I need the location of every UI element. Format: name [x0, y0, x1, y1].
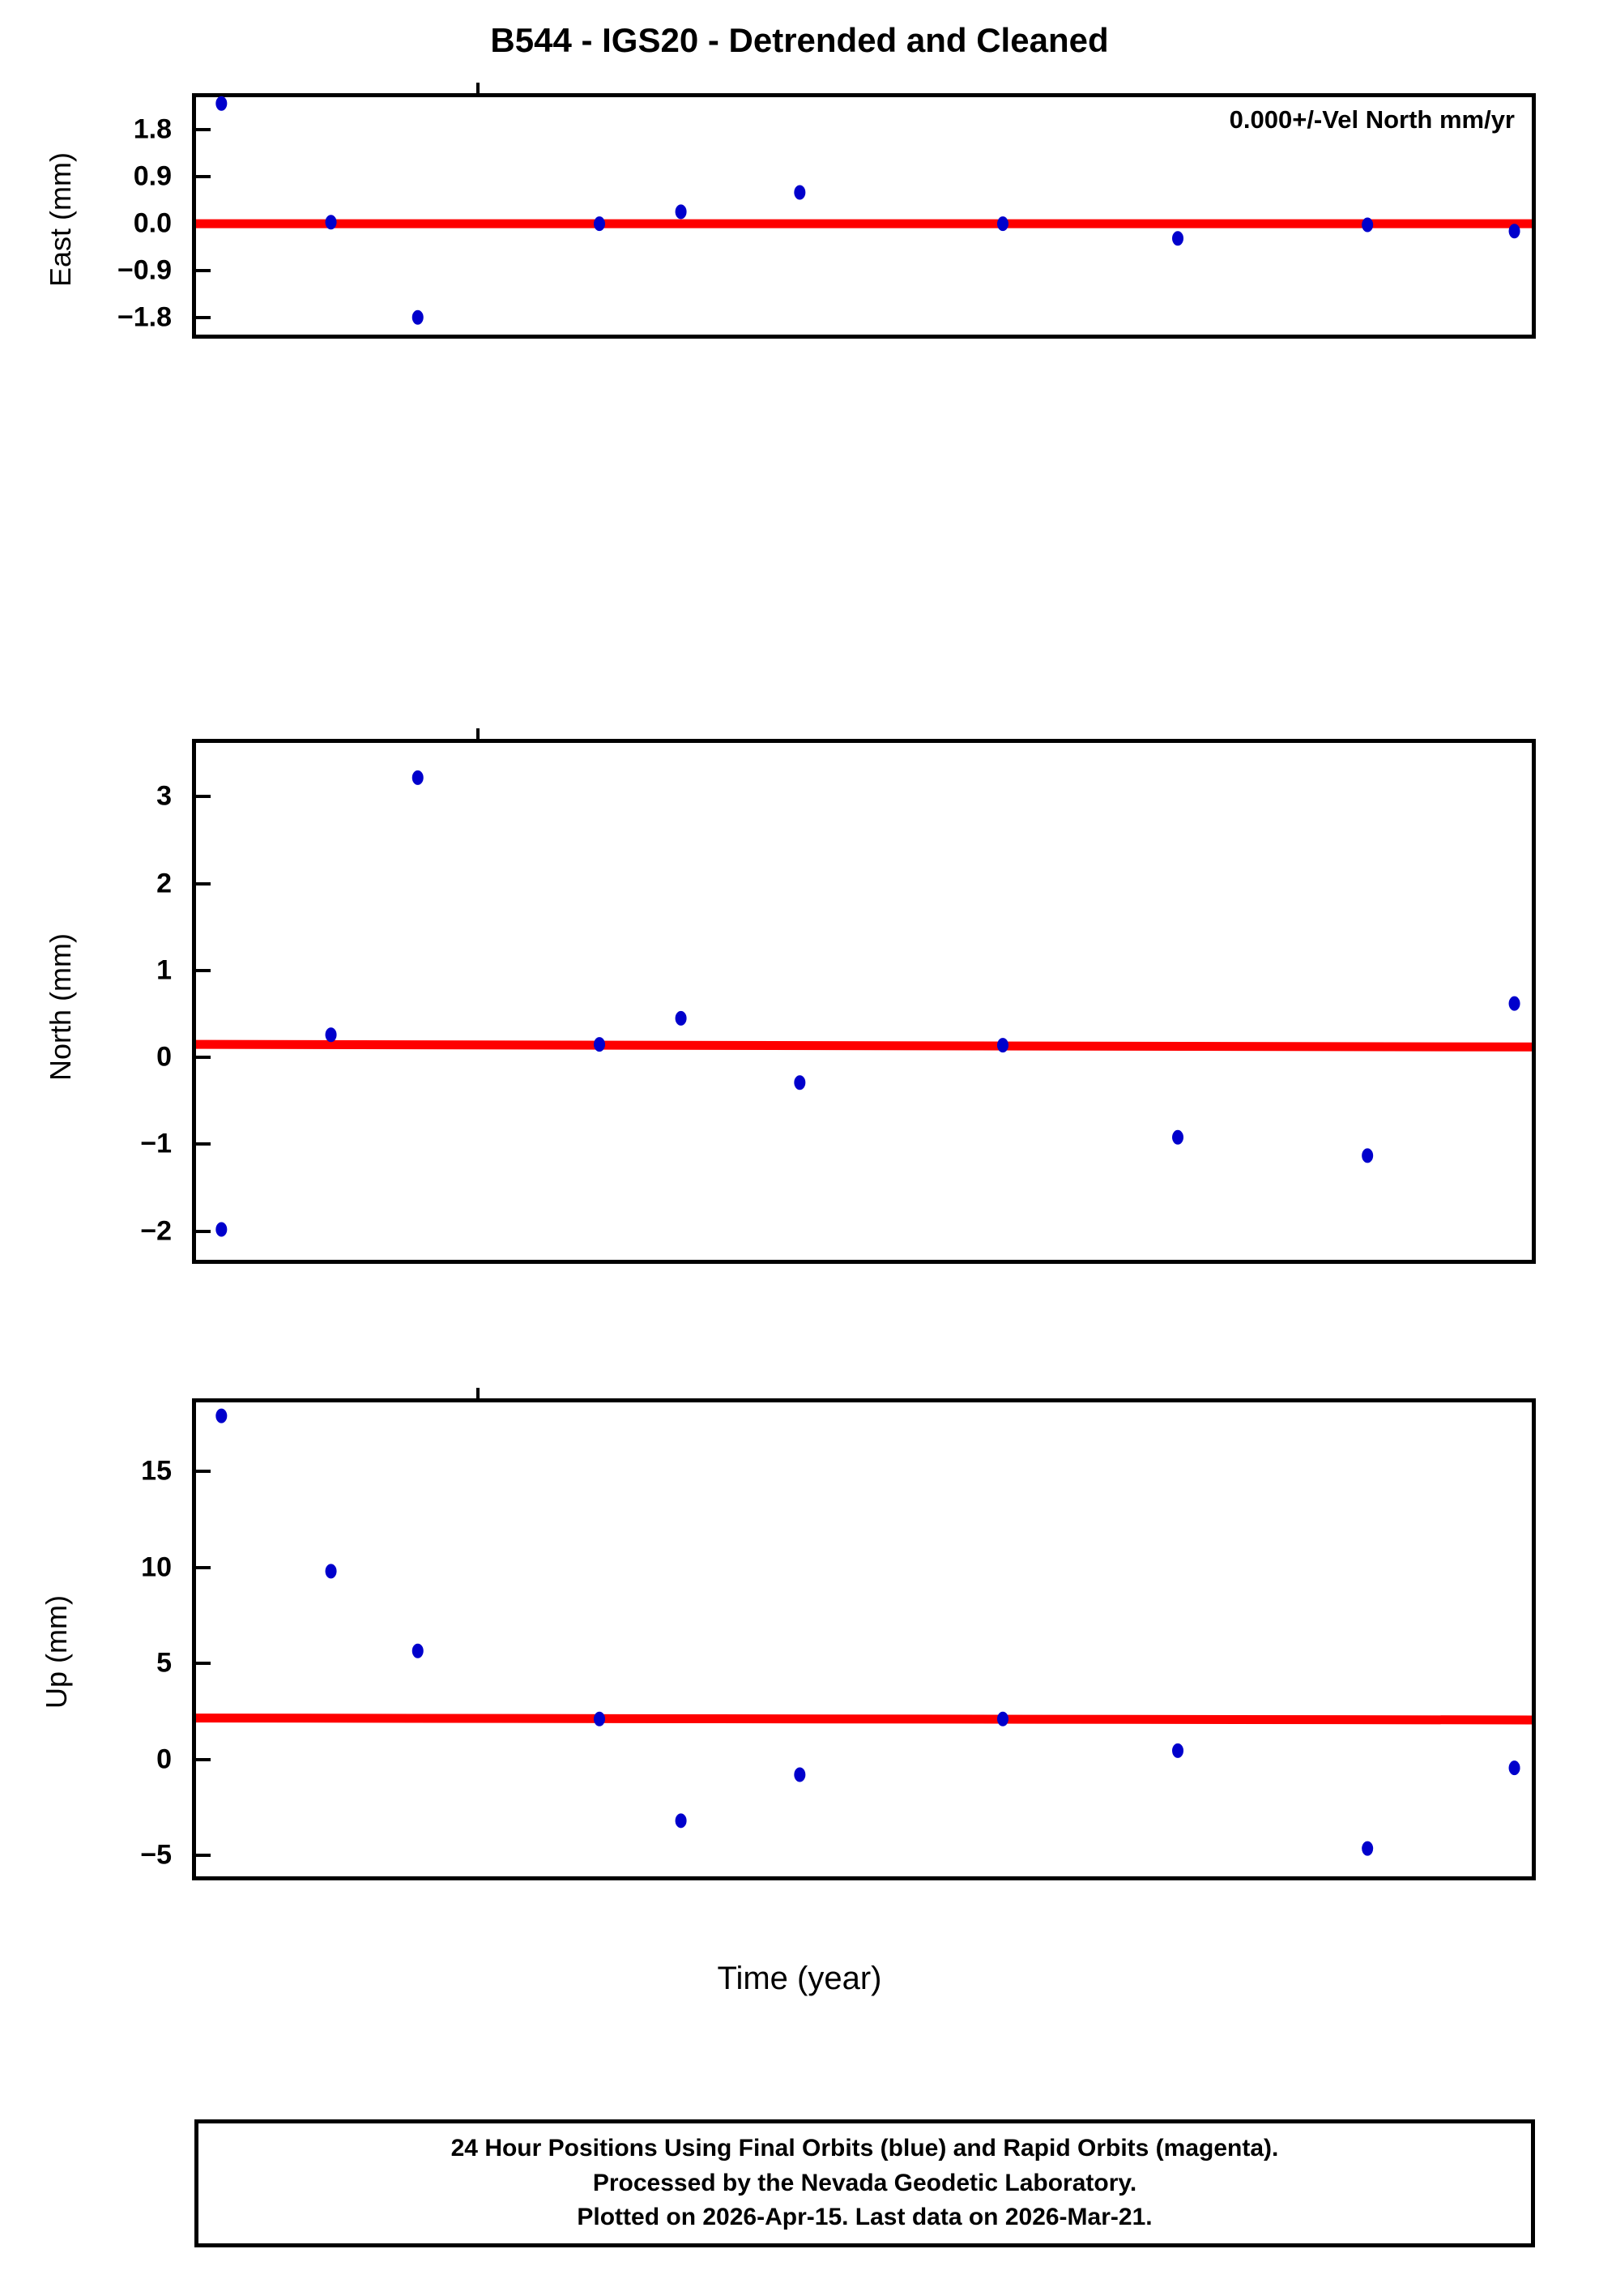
- data-point: [1362, 1148, 1374, 1163]
- data-point: [996, 1038, 1008, 1053]
- y-tick-mark: [196, 1056, 211, 1060]
- footer-caption-box: 24 Hour Positions Using Final Orbits (bl…: [194, 2119, 1535, 2247]
- y-tick-label: −1: [140, 1128, 172, 1159]
- north-panel: [192, 728, 1536, 1264]
- y-tick-mark: [196, 1229, 211, 1233]
- data-point: [325, 1564, 337, 1579]
- data-point: [1172, 231, 1184, 246]
- data-point: [1362, 217, 1374, 233]
- data-point: [794, 1075, 806, 1090]
- y-tick-mark: [196, 1142, 211, 1146]
- y-tick-mark: [196, 795, 211, 799]
- x-tick-mark: [476, 728, 480, 743]
- footer-line-2: Processed by the Nevada Geodetic Laborat…: [592, 2169, 1137, 2196]
- x-axis-label: Time (year): [717, 1961, 882, 1996]
- y-tick-mark: [196, 269, 211, 273]
- north-axis-label: North (mm): [44, 933, 77, 1081]
- x-tick-mark: [476, 1388, 480, 1402]
- y-tick-mark: [196, 1470, 211, 1474]
- y-tick-label: 0: [156, 1743, 172, 1775]
- data-point: [1172, 1129, 1184, 1145]
- north-data-layer: [195, 770, 1533, 1237]
- up-panel: [192, 1388, 1536, 1880]
- data-point: [215, 96, 228, 111]
- y-tick-mark: [196, 1662, 211, 1666]
- data-point: [996, 216, 1008, 232]
- y-tick-label: 5: [156, 1647, 172, 1679]
- data-point: [593, 216, 605, 232]
- y-tick-mark: [196, 881, 211, 886]
- y-tick-label: −0.9: [117, 254, 172, 286]
- y-tick-mark: [196, 1757, 211, 1761]
- up-trend-line: [195, 1713, 1533, 1725]
- data-point: [1172, 1743, 1184, 1758]
- north-trend-line: [195, 1039, 1533, 1052]
- footer-line-3: Plotted on 2026-Apr-15. Last data on 202…: [577, 2204, 1153, 2231]
- y-tick-label: 3: [156, 780, 172, 812]
- east-data-layer: [196, 96, 1532, 325]
- data-point: [215, 1222, 228, 1237]
- data-point: [593, 1711, 605, 1726]
- data-point: [1508, 1760, 1520, 1776]
- y-tick-label: 10: [141, 1551, 172, 1583]
- data-point: [675, 204, 687, 220]
- y-tick-mark: [196, 1565, 211, 1569]
- data-point: [411, 309, 424, 325]
- y-tick-mark: [196, 175, 211, 179]
- data-point: [325, 215, 337, 230]
- data-point: [411, 1643, 424, 1658]
- y-tick-label: 1.8: [133, 113, 172, 145]
- velocity-annotation: 0.000+/-Vel North mm/yr: [1229, 105, 1515, 134]
- data-point: [325, 1027, 337, 1043]
- data-point: [794, 185, 806, 200]
- y-tick-mark: [196, 316, 211, 320]
- data-point: [215, 1408, 228, 1423]
- footer-line-1: 24 Hour Positions Using Final Orbits (bl…: [450, 2135, 1279, 2162]
- data-point: [1508, 996, 1520, 1011]
- data-point: [794, 1767, 806, 1782]
- data-point: [675, 1813, 687, 1829]
- data-point: [675, 1010, 687, 1026]
- y-tick-label: 15: [141, 1455, 172, 1487]
- up-data-layer: [195, 1408, 1533, 1856]
- y-tick-label: −5: [140, 1839, 172, 1871]
- data-point: [593, 1037, 605, 1052]
- page-title: B544 - IGS20 - Detrended and Cleaned: [490, 21, 1109, 59]
- east-panel: [192, 83, 1536, 339]
- y-tick-mark: [196, 968, 211, 972]
- data-point: [1362, 1841, 1374, 1856]
- y-tick-label: 1: [156, 954, 172, 986]
- y-tick-label: 2: [156, 868, 172, 899]
- data-point: [411, 770, 424, 785]
- data-point: [1508, 224, 1520, 239]
- y-tick-label: −2: [140, 1215, 172, 1247]
- y-tick-label: 0: [156, 1041, 172, 1073]
- y-tick-mark: [196, 128, 211, 131]
- data-point: [996, 1711, 1008, 1726]
- y-tick-mark: [196, 1853, 211, 1857]
- y-tick-label: −1.8: [117, 301, 172, 333]
- x-tick-mark: [476, 83, 480, 97]
- y-tick-label: 0.0: [133, 207, 172, 239]
- y-tick-label: 0.9: [133, 160, 172, 192]
